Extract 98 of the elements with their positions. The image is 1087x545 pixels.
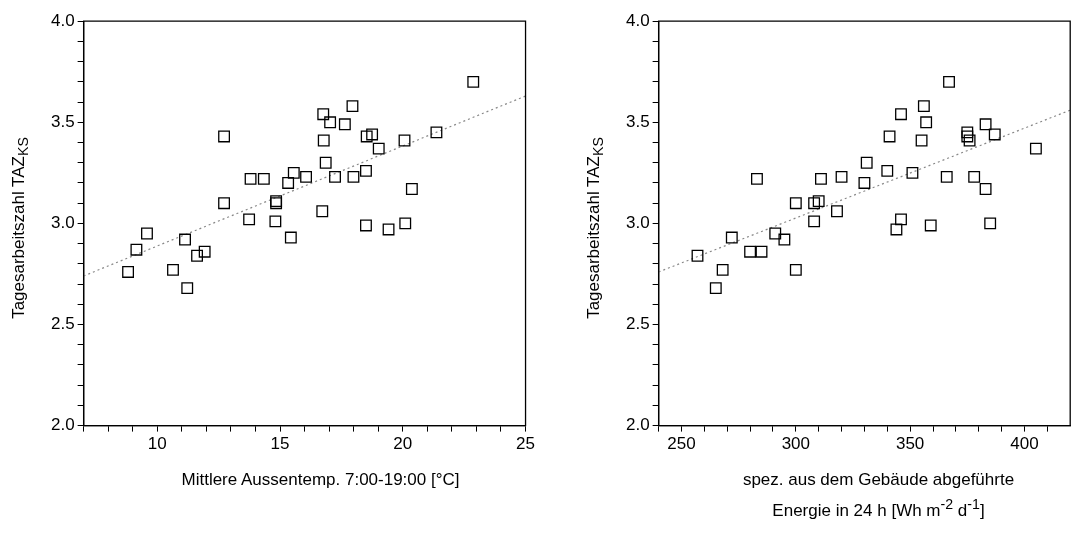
x-axis-title: spez. aus dem Gebäude abgeführte Energie in 24 h [Wh m$^{-2}$ d$^{-1}$]	[741, 469, 1016, 522]
point	[218, 197, 231, 210]
point	[300, 170, 313, 183]
point	[917, 100, 930, 113]
point	[895, 213, 907, 226]
point	[167, 263, 179, 276]
point	[920, 116, 933, 129]
point	[895, 108, 907, 121]
point	[709, 282, 722, 295]
point	[963, 134, 976, 147]
point	[257, 172, 270, 185]
point	[179, 233, 191, 246]
point	[329, 170, 341, 183]
y-tick-label: 2.5	[625, 314, 650, 334]
point	[130, 243, 143, 256]
point	[218, 130, 231, 143]
y-tick-label: 3.0	[625, 213, 650, 233]
point	[282, 177, 295, 189]
point	[716, 263, 729, 276]
point	[744, 245, 757, 258]
point	[467, 75, 480, 88]
point	[831, 205, 843, 218]
point	[399, 217, 412, 230]
point	[284, 231, 297, 244]
x-tick-label: 400	[1010, 434, 1039, 454]
point	[812, 195, 825, 208]
y-tick-label: 2.0	[625, 415, 650, 435]
point	[961, 126, 974, 139]
point	[789, 263, 802, 276]
point	[317, 108, 330, 121]
point	[360, 164, 372, 177]
point	[961, 130, 974, 143]
point	[943, 75, 955, 88]
point	[316, 205, 329, 218]
point	[979, 118, 992, 131]
point	[789, 197, 802, 210]
point	[890, 223, 903, 236]
point	[860, 156, 873, 169]
x-tick-label: 250	[667, 434, 696, 454]
x-tick-label: 25	[516, 434, 536, 454]
point	[198, 245, 211, 258]
point	[883, 130, 896, 143]
point	[815, 172, 827, 185]
point	[360, 219, 372, 232]
point	[924, 219, 937, 232]
y-tick-label: 4.0	[50, 10, 75, 30]
point	[808, 215, 821, 228]
y-tick-label: 3.5	[50, 111, 75, 131]
point	[347, 170, 360, 183]
x-tick-label: 350	[895, 434, 925, 454]
point	[405, 183, 418, 195]
point	[725, 231, 738, 244]
point	[808, 197, 821, 210]
point	[269, 215, 282, 228]
point	[243, 213, 256, 226]
y-tick-label: 3.0	[50, 213, 75, 233]
point	[778, 233, 791, 246]
point	[430, 126, 443, 139]
point	[287, 166, 300, 179]
point	[988, 128, 1001, 141]
point	[338, 118, 351, 131]
x-tick-label: 10	[147, 434, 167, 454]
point	[858, 177, 871, 189]
y-tick-label: 3.5	[625, 111, 650, 131]
point	[979, 183, 992, 195]
point	[191, 249, 204, 262]
point	[398, 134, 411, 147]
point	[372, 142, 385, 155]
x-tick-label: 300	[781, 434, 811, 454]
point	[968, 170, 981, 183]
point	[324, 116, 337, 129]
point	[984, 217, 997, 230]
point	[319, 156, 332, 169]
point	[181, 282, 194, 295]
point	[122, 265, 135, 278]
point	[1029, 142, 1042, 155]
point	[244, 172, 257, 185]
point	[751, 172, 763, 185]
point	[366, 128, 379, 141]
point	[346, 100, 359, 113]
x-tick-label: 20	[393, 434, 413, 454]
x-tick-label: 15	[270, 434, 290, 454]
point	[906, 166, 919, 179]
point	[317, 134, 330, 147]
point	[691, 249, 704, 262]
y-tick-label: 2.0	[50, 415, 75, 435]
x-axis-title: Mittlere Aussentemp. 7:00-19:00 [°C]	[180, 469, 461, 491]
y-tick-label: 2.5	[50, 314, 75, 334]
point	[382, 223, 395, 236]
point	[940, 170, 953, 183]
point	[141, 227, 153, 240]
point	[769, 227, 782, 240]
y-tick-label: 4.0	[625, 10, 650, 30]
point	[755, 245, 768, 258]
point	[360, 130, 373, 143]
point	[835, 170, 848, 183]
point	[881, 164, 894, 177]
point	[915, 134, 928, 147]
